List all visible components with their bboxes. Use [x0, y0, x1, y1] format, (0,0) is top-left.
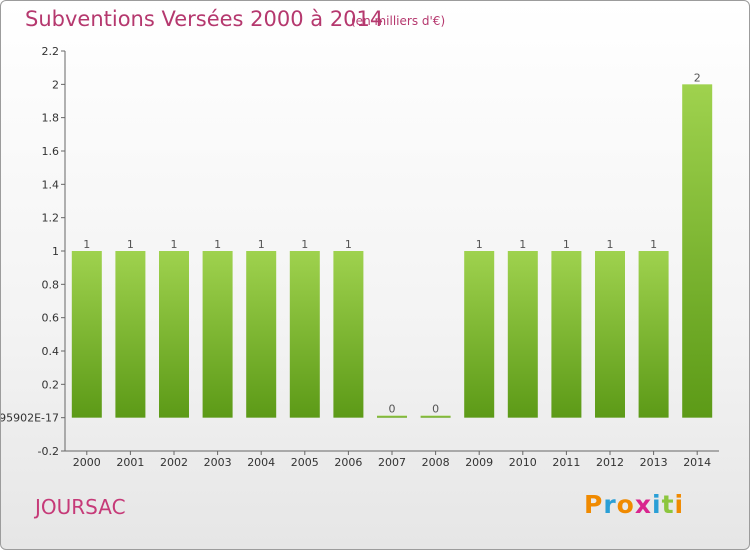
bar	[289, 251, 320, 418]
bar	[202, 251, 233, 418]
data-label: 1	[301, 238, 308, 251]
bar	[333, 251, 364, 418]
bar	[551, 251, 582, 418]
bar	[507, 251, 538, 418]
x-tick-label: 2007	[378, 456, 406, 469]
y-tick-label: 0.8	[42, 278, 60, 291]
bar	[420, 415, 451, 418]
logo-letter: i	[674, 490, 685, 519]
logo-letter: i	[652, 490, 662, 519]
x-tick-label: 2001	[116, 456, 144, 469]
bar	[115, 251, 146, 418]
bar	[246, 251, 277, 418]
bar	[377, 415, 407, 418]
data-label: 0	[432, 403, 439, 416]
x-tick-label: 2008	[422, 456, 450, 469]
logo-letter: P	[584, 490, 604, 519]
data-label: 1	[519, 238, 526, 251]
data-label: 1	[650, 238, 657, 251]
data-label: 1	[345, 238, 352, 251]
x-tick-label: 2012	[596, 456, 624, 469]
x-tick-label: 2000	[73, 456, 101, 469]
x-tick-label: 2011	[552, 456, 580, 469]
logo-letter: o	[616, 490, 635, 519]
chart-subtitle: (en milliers d'€)	[351, 14, 446, 28]
y-tick-label: 1.2	[42, 212, 60, 225]
proxiti-logo: Proxiti	[584, 490, 684, 519]
x-tick-label: 2013	[640, 456, 668, 469]
data-label: 0	[389, 403, 396, 416]
commune-name: JOURSAC	[35, 495, 126, 519]
y-tick-label: 2.2	[42, 45, 60, 58]
bar	[638, 251, 669, 418]
data-label: 1	[83, 238, 90, 251]
bar	[71, 251, 102, 418]
y-tick-label: 0.6	[42, 312, 60, 325]
logo-letter: t	[661, 490, 675, 519]
bar	[682, 84, 713, 418]
data-label: 1	[127, 238, 134, 251]
x-tick-label: 2006	[334, 456, 362, 469]
x-tick-label: 2014	[683, 456, 711, 469]
y-tick-label: 0.4	[42, 345, 60, 358]
bar	[595, 251, 625, 418]
x-tick-label: 2010	[509, 456, 537, 469]
data-label: 1	[563, 238, 570, 251]
y-tick-label: -1.5265566588595902E-17	[1, 412, 59, 425]
x-tick-label: 2004	[247, 456, 275, 469]
y-tick-label: 1	[52, 245, 59, 258]
data-label: 1	[476, 238, 483, 251]
x-tick-label: 2005	[291, 456, 319, 469]
x-tick-label: 2003	[204, 456, 232, 469]
logo-letter: r	[603, 490, 617, 519]
y-tick-label: 1.8	[42, 112, 60, 125]
y-tick-label: -0.2	[38, 445, 59, 458]
y-tick-label: 1.4	[42, 178, 60, 191]
data-label: 1	[171, 238, 178, 251]
logo-letter: x	[634, 490, 652, 519]
data-label: 1	[258, 238, 265, 251]
y-tick-label: 0.2	[42, 378, 60, 391]
data-label: 1	[214, 238, 221, 251]
data-label: 2	[694, 71, 701, 84]
x-tick-label: 2002	[160, 456, 188, 469]
x-tick-label: 2009	[465, 456, 493, 469]
bar	[159, 251, 189, 418]
chart-title: Subventions Versées 2000 à 2014	[25, 7, 384, 31]
y-tick-label: 1.6	[42, 145, 60, 158]
bar	[464, 251, 495, 418]
y-tick-label: 2	[52, 78, 59, 91]
data-label: 1	[607, 238, 614, 251]
